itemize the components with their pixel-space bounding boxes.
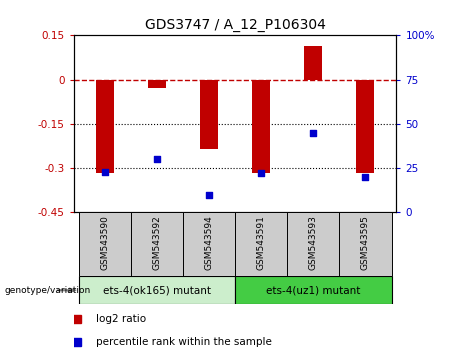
Point [361,174,369,180]
Bar [79,276,236,304]
Text: log2 ratio: log2 ratio [96,314,147,325]
Text: GSM543591: GSM543591 [257,216,266,270]
Text: GSM543593: GSM543593 [309,216,318,270]
Point [257,171,265,176]
Bar [96,80,114,172]
Text: GSM543595: GSM543595 [361,216,370,270]
Bar [130,212,183,276]
Bar [148,80,166,88]
Bar [339,212,391,276]
Point [206,192,213,198]
Bar [304,46,322,80]
Text: ets-4(ok165) mutant: ets-4(ok165) mutant [103,285,211,295]
Bar [183,212,236,276]
Bar [235,276,391,304]
Text: GSM543592: GSM543592 [153,216,161,270]
Point [154,156,161,162]
Text: GSM543594: GSM543594 [205,216,213,270]
Text: percentile rank within the sample: percentile rank within the sample [96,337,272,348]
Bar [200,80,218,149]
Text: genotype/variation: genotype/variation [5,286,91,295]
Bar [79,212,131,276]
Bar [356,80,374,172]
Text: ets-4(uz1) mutant: ets-4(uz1) mutant [266,285,361,295]
Bar [287,212,340,276]
Bar [235,212,288,276]
Title: GDS3747 / A_12_P106304: GDS3747 / A_12_P106304 [145,18,325,32]
Point [309,130,317,136]
Text: GSM543590: GSM543590 [100,216,110,270]
Bar [252,80,270,172]
Point [101,169,109,175]
